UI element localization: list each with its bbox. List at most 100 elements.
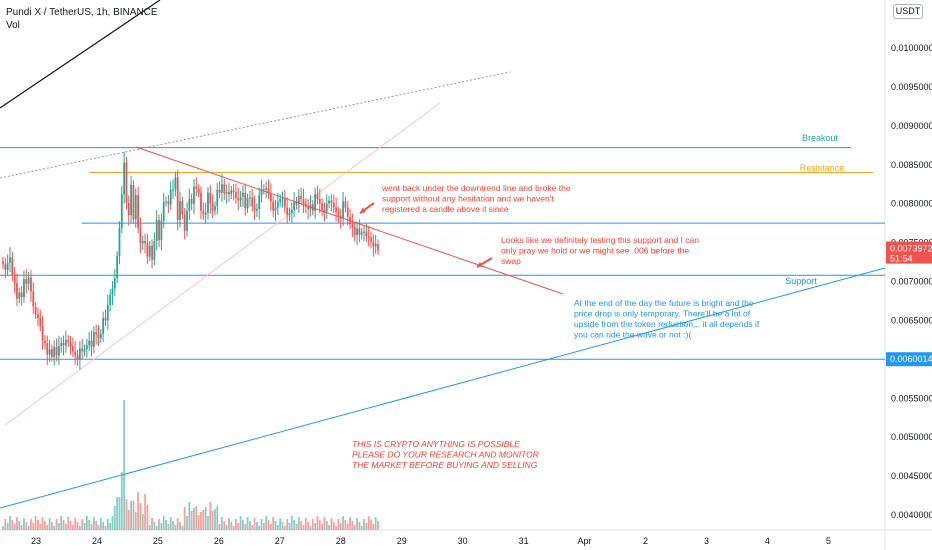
volume-bar (262, 523, 265, 530)
candle-body (283, 198, 286, 208)
last-price-value: 0.0073972 (890, 244, 932, 254)
volume-bar (314, 523, 317, 530)
y-tick-label: 0.0050000 (891, 432, 932, 442)
x-tick-label: 27 (275, 536, 285, 546)
candle-body (78, 348, 81, 360)
y-tick-label: 0.0100000 (891, 43, 932, 53)
volume-bar (64, 524, 67, 530)
candle-body (179, 201, 181, 221)
volume-bar (300, 521, 303, 530)
candle-body (134, 195, 137, 220)
volume-bar (200, 512, 202, 530)
candle-body (248, 197, 251, 199)
candle-body (244, 192, 247, 209)
volume-bar (279, 518, 282, 530)
volume-bar (356, 518, 358, 530)
candle-body (9, 257, 11, 263)
annotation-text: support without any hesitation and we ha… (382, 194, 554, 204)
candle-body (339, 216, 342, 219)
candle-body (139, 227, 142, 244)
candle-body (144, 241, 146, 244)
volume-bar (297, 517, 300, 530)
annotation-text: THIS IS CRYPTO ANYTHING IS POSSIBLE (352, 439, 520, 449)
candle-body (167, 201, 170, 205)
volume-bar (27, 526, 30, 530)
x-tick-label: 30 (458, 536, 468, 546)
volume-bar (216, 506, 219, 530)
candle-body (258, 195, 261, 210)
candle-body (27, 277, 30, 284)
candle-body (356, 228, 358, 235)
volume-bar (232, 526, 235, 530)
candle-body (295, 201, 298, 205)
candle-body (34, 306, 37, 315)
volume-bar (374, 517, 377, 530)
candle-body (197, 188, 200, 193)
candle-countdown: 51:54 (890, 254, 913, 264)
volume-bar (188, 502, 191, 530)
candle-body (99, 333, 102, 339)
volume-bar (223, 521, 226, 530)
candle-body (90, 340, 93, 347)
candle-body (169, 189, 172, 205)
price-axis[interactable]: 0.0100000 0.0095000 0.0090000 0.0085000 0.00… (886, 43, 932, 520)
y-tick-label: 0.0085000 (891, 160, 932, 170)
volume-bar (46, 525, 49, 530)
candle-body (88, 340, 91, 346)
y-tick-label: 0.0045000 (891, 471, 932, 481)
time-axis[interactable]: 23 24 25 26 27 28 29 30 31 Apr 2 3 4 5 (31, 536, 831, 546)
candle-body (260, 188, 263, 196)
candle-body (153, 241, 156, 260)
candle-body (83, 349, 86, 352)
trend-line-black (0, 0, 161, 109)
candle-body (286, 207, 289, 215)
volume-bar (9, 516, 11, 530)
candlesticks (2, 152, 379, 370)
volume-bar (160, 523, 163, 530)
volume-bar (195, 506, 198, 530)
volume-bar (55, 519, 58, 530)
candle-body (209, 192, 212, 204)
volume-bar (181, 526, 184, 530)
candle-body (211, 203, 214, 211)
volume-bar (295, 524, 298, 530)
volume-bar (130, 501, 133, 530)
candle-body (160, 220, 163, 241)
volume-bar (358, 522, 361, 530)
volume-bar (330, 518, 333, 530)
volume-bar (274, 521, 277, 530)
candle-body (37, 314, 39, 319)
volume-bar (202, 510, 205, 530)
candle-body (125, 162, 128, 203)
currency-button[interactable]: USDT (893, 4, 923, 19)
candle-body (246, 198, 249, 209)
volume-bar (25, 522, 28, 530)
candle-body (335, 207, 337, 213)
candle-body (188, 198, 191, 211)
volume-bar (225, 525, 228, 530)
candle-body (16, 283, 18, 299)
volume-bar (48, 518, 51, 530)
volume-bar (20, 525, 23, 530)
candle-body (130, 184, 133, 216)
volume-bar (230, 522, 233, 530)
candle-body (123, 162, 126, 195)
volume-bar (269, 524, 272, 530)
volume-bar (276, 525, 279, 530)
volume-bar (316, 516, 319, 530)
volume-bar (139, 503, 142, 530)
volume-bar (239, 516, 242, 530)
volume-bar (242, 520, 244, 530)
candle-body (276, 202, 279, 208)
volume-bar (186, 516, 188, 530)
volume-bar (148, 525, 151, 530)
candle-body (97, 334, 100, 339)
y-tick-label: 0.0065000 (891, 315, 932, 325)
drawings-layer: Breakout Resistance Support (0, 0, 886, 509)
x-tick-label: Apr (578, 536, 592, 546)
candle-body (323, 209, 326, 212)
candle-body (363, 231, 365, 233)
volume-bar (367, 516, 370, 530)
candle-body (253, 206, 256, 211)
